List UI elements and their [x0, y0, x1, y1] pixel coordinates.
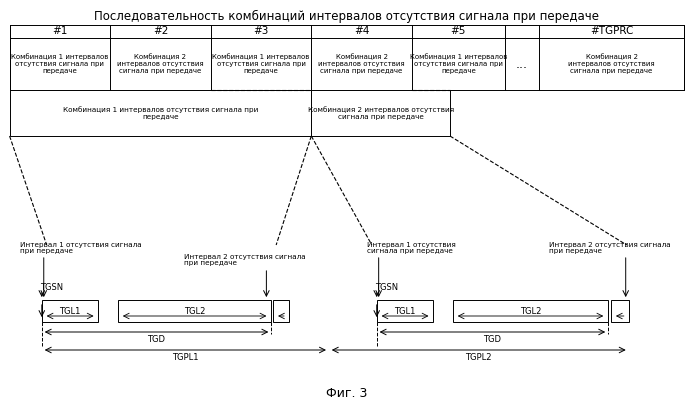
Text: Интервал 1 отсутствия сигнала
при передаче: Интервал 1 отсутствия сигнала при переда…: [20, 242, 142, 255]
Bar: [453, 300, 608, 322]
Text: Комбинация 1 интервалов
отсутствия сигнала при
передаче: Комбинация 1 интервалов отсутствия сигна…: [11, 54, 108, 74]
Text: #4: #4: [354, 26, 369, 36]
Text: Комбинация 2
интервалов отсутствия
сигнала при передаче: Комбинация 2 интервалов отсутствия сигна…: [318, 54, 405, 74]
Text: TGPL1: TGPL1: [172, 352, 199, 362]
Text: TGL2: TGL2: [184, 306, 206, 316]
Text: Комбинация 2
интервалов отсутствия
сигнала при передаче: Комбинация 2 интервалов отсутствия сигна…: [117, 54, 203, 74]
Text: TGSN: TGSN: [375, 283, 398, 293]
Text: TGD: TGD: [147, 334, 166, 344]
Text: Интервал 2 отсутствия сигнала
при передаче: Интервал 2 отсутствия сигнала при переда…: [185, 253, 306, 267]
Text: #5: #5: [451, 26, 466, 36]
Text: Последовательность комбинаций интервалов отсутствия сигнала при передаче: Последовательность комбинаций интервалов…: [94, 10, 599, 23]
Bar: [10, 25, 684, 90]
Text: Интервал 2 отсутствия сигнала
при передаче: Интервал 2 отсутствия сигнала при переда…: [549, 242, 670, 255]
Text: Интервал 1 отсутствия
сигнала при передаче: Интервал 1 отсутствия сигнала при переда…: [367, 242, 456, 255]
Bar: [273, 300, 289, 322]
Text: Комбинация 2
интервалов отсутствия
сигнала при передаче: Комбинация 2 интервалов отсутствия сигна…: [568, 54, 655, 74]
Text: #3: #3: [253, 26, 268, 36]
Text: ...: ...: [516, 58, 528, 71]
Text: Комбинация 1 интервалов
отсутствия сигнала при
передаче: Комбинация 1 интервалов отсутствия сигна…: [212, 54, 310, 74]
Text: TGL1: TGL1: [59, 306, 81, 316]
Text: TGPL2: TGPL2: [466, 352, 492, 362]
Bar: [377, 300, 433, 322]
Bar: [42, 300, 99, 322]
Text: Фиг. 3: Фиг. 3: [326, 387, 367, 400]
Text: #1: #1: [52, 26, 68, 36]
Bar: [118, 300, 271, 322]
Text: #TGPRC: #TGPRC: [590, 26, 633, 36]
Text: TGSN: TGSN: [40, 283, 63, 293]
Text: Комбинация 2 интервалов отсутствия
сигнала при передаче: Комбинация 2 интервалов отсутствия сигна…: [308, 106, 454, 120]
Text: TGD: TGD: [484, 334, 501, 344]
Text: Комбинация 1 интервалов отсутствия сигнала при
передаче: Комбинация 1 интервалов отсутствия сигна…: [63, 106, 258, 120]
Bar: [611, 300, 628, 322]
Text: TGL1: TGL1: [394, 306, 416, 316]
Text: TGL2: TGL2: [520, 306, 541, 316]
Text: Комбинация 1 интервалов
отсутствия сигнала при
передаче: Комбинация 1 интервалов отсутствия сигна…: [410, 54, 507, 74]
Bar: [311, 90, 450, 136]
Text: #2: #2: [153, 26, 168, 36]
Bar: [10, 90, 311, 136]
